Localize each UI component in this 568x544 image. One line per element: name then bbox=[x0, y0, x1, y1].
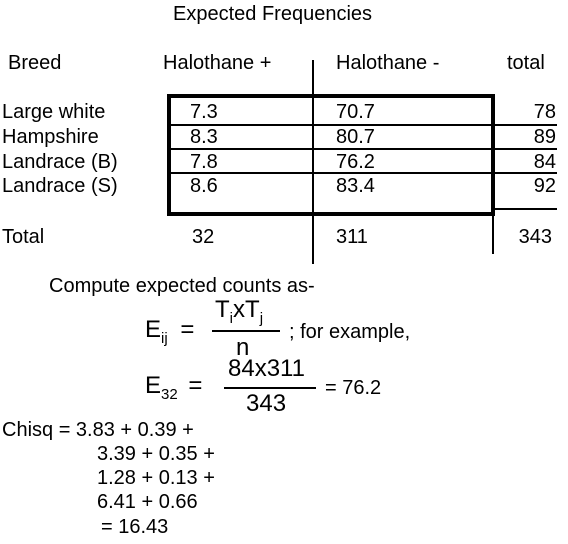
formula-lhs: Eij = bbox=[145, 316, 195, 348]
grand-total: 343 bbox=[518, 226, 552, 248]
totals-divider bbox=[495, 208, 557, 210]
box-bottom-border bbox=[167, 212, 495, 216]
right-vertical-line bbox=[492, 210, 494, 254]
box-top-border bbox=[167, 94, 495, 98]
total-plus: 32 bbox=[192, 226, 215, 248]
example-numerator: 84x311 bbox=[228, 355, 305, 382]
cell-total: 78 bbox=[533, 101, 556, 123]
cell-minus: 76.2 bbox=[336, 151, 375, 173]
chisq-result: = 16.43 bbox=[101, 516, 169, 538]
chisq-line-4: 6.41 + 0.66 bbox=[97, 491, 198, 513]
cell-total: 84 bbox=[533, 151, 556, 173]
header-halothane-minus: Halothane - bbox=[336, 52, 440, 74]
row-divider-1 bbox=[167, 124, 557, 126]
box-left-border bbox=[167, 94, 171, 216]
formula-denominator: n bbox=[236, 334, 250, 361]
cell-plus: 7.3 bbox=[190, 101, 218, 123]
row-divider-2 bbox=[167, 148, 557, 150]
cell-total: 92 bbox=[533, 175, 556, 197]
page-title: Expected Frequencies bbox=[173, 3, 373, 25]
row-label-landrace-b: Landrace (B) bbox=[2, 151, 118, 173]
cell-minus: 83.4 bbox=[336, 175, 375, 197]
box-right-border bbox=[491, 94, 495, 216]
formula-tail: ; for example, bbox=[289, 321, 411, 343]
chisq-line-2: 3.39 + 0.35 + bbox=[97, 443, 215, 465]
cell-minus: 70.7 bbox=[336, 101, 375, 123]
totals-label: Total bbox=[2, 226, 45, 248]
header-total: total bbox=[507, 52, 545, 74]
header-halothane-plus: Halothane + bbox=[163, 52, 272, 74]
formula-numerator: TixTj bbox=[215, 296, 264, 328]
cell-plus: 7.8 bbox=[190, 151, 218, 173]
chisq-line-1: Chisq = 3.83 + 0.39 + bbox=[2, 419, 194, 441]
total-minus: 311 bbox=[336, 226, 368, 248]
formula-fraction-bar bbox=[212, 330, 280, 332]
example-fraction-bar bbox=[224, 387, 316, 389]
example-lhs: E32 = bbox=[145, 372, 203, 404]
chisq-line-3: 1.28 + 0.13 + bbox=[97, 467, 215, 489]
row-label-large-white: Large white bbox=[2, 101, 106, 123]
cell-plus: 8.3 bbox=[190, 126, 218, 148]
cell-total: 89 bbox=[533, 126, 556, 148]
header-breed: Breed bbox=[8, 52, 62, 74]
row-divider-3 bbox=[167, 172, 557, 174]
center-vertical-line bbox=[312, 60, 314, 264]
cell-plus: 8.6 bbox=[190, 175, 218, 197]
row-label-hampshire: Hampshire bbox=[2, 126, 99, 148]
example-result: = 76.2 bbox=[325, 377, 382, 399]
row-label-landrace-s: Landrace (S) bbox=[2, 175, 118, 197]
compute-instruction: Compute expected counts as- bbox=[49, 275, 315, 297]
example-denominator: 343 bbox=[246, 390, 287, 417]
cell-minus: 80.7 bbox=[336, 126, 375, 148]
